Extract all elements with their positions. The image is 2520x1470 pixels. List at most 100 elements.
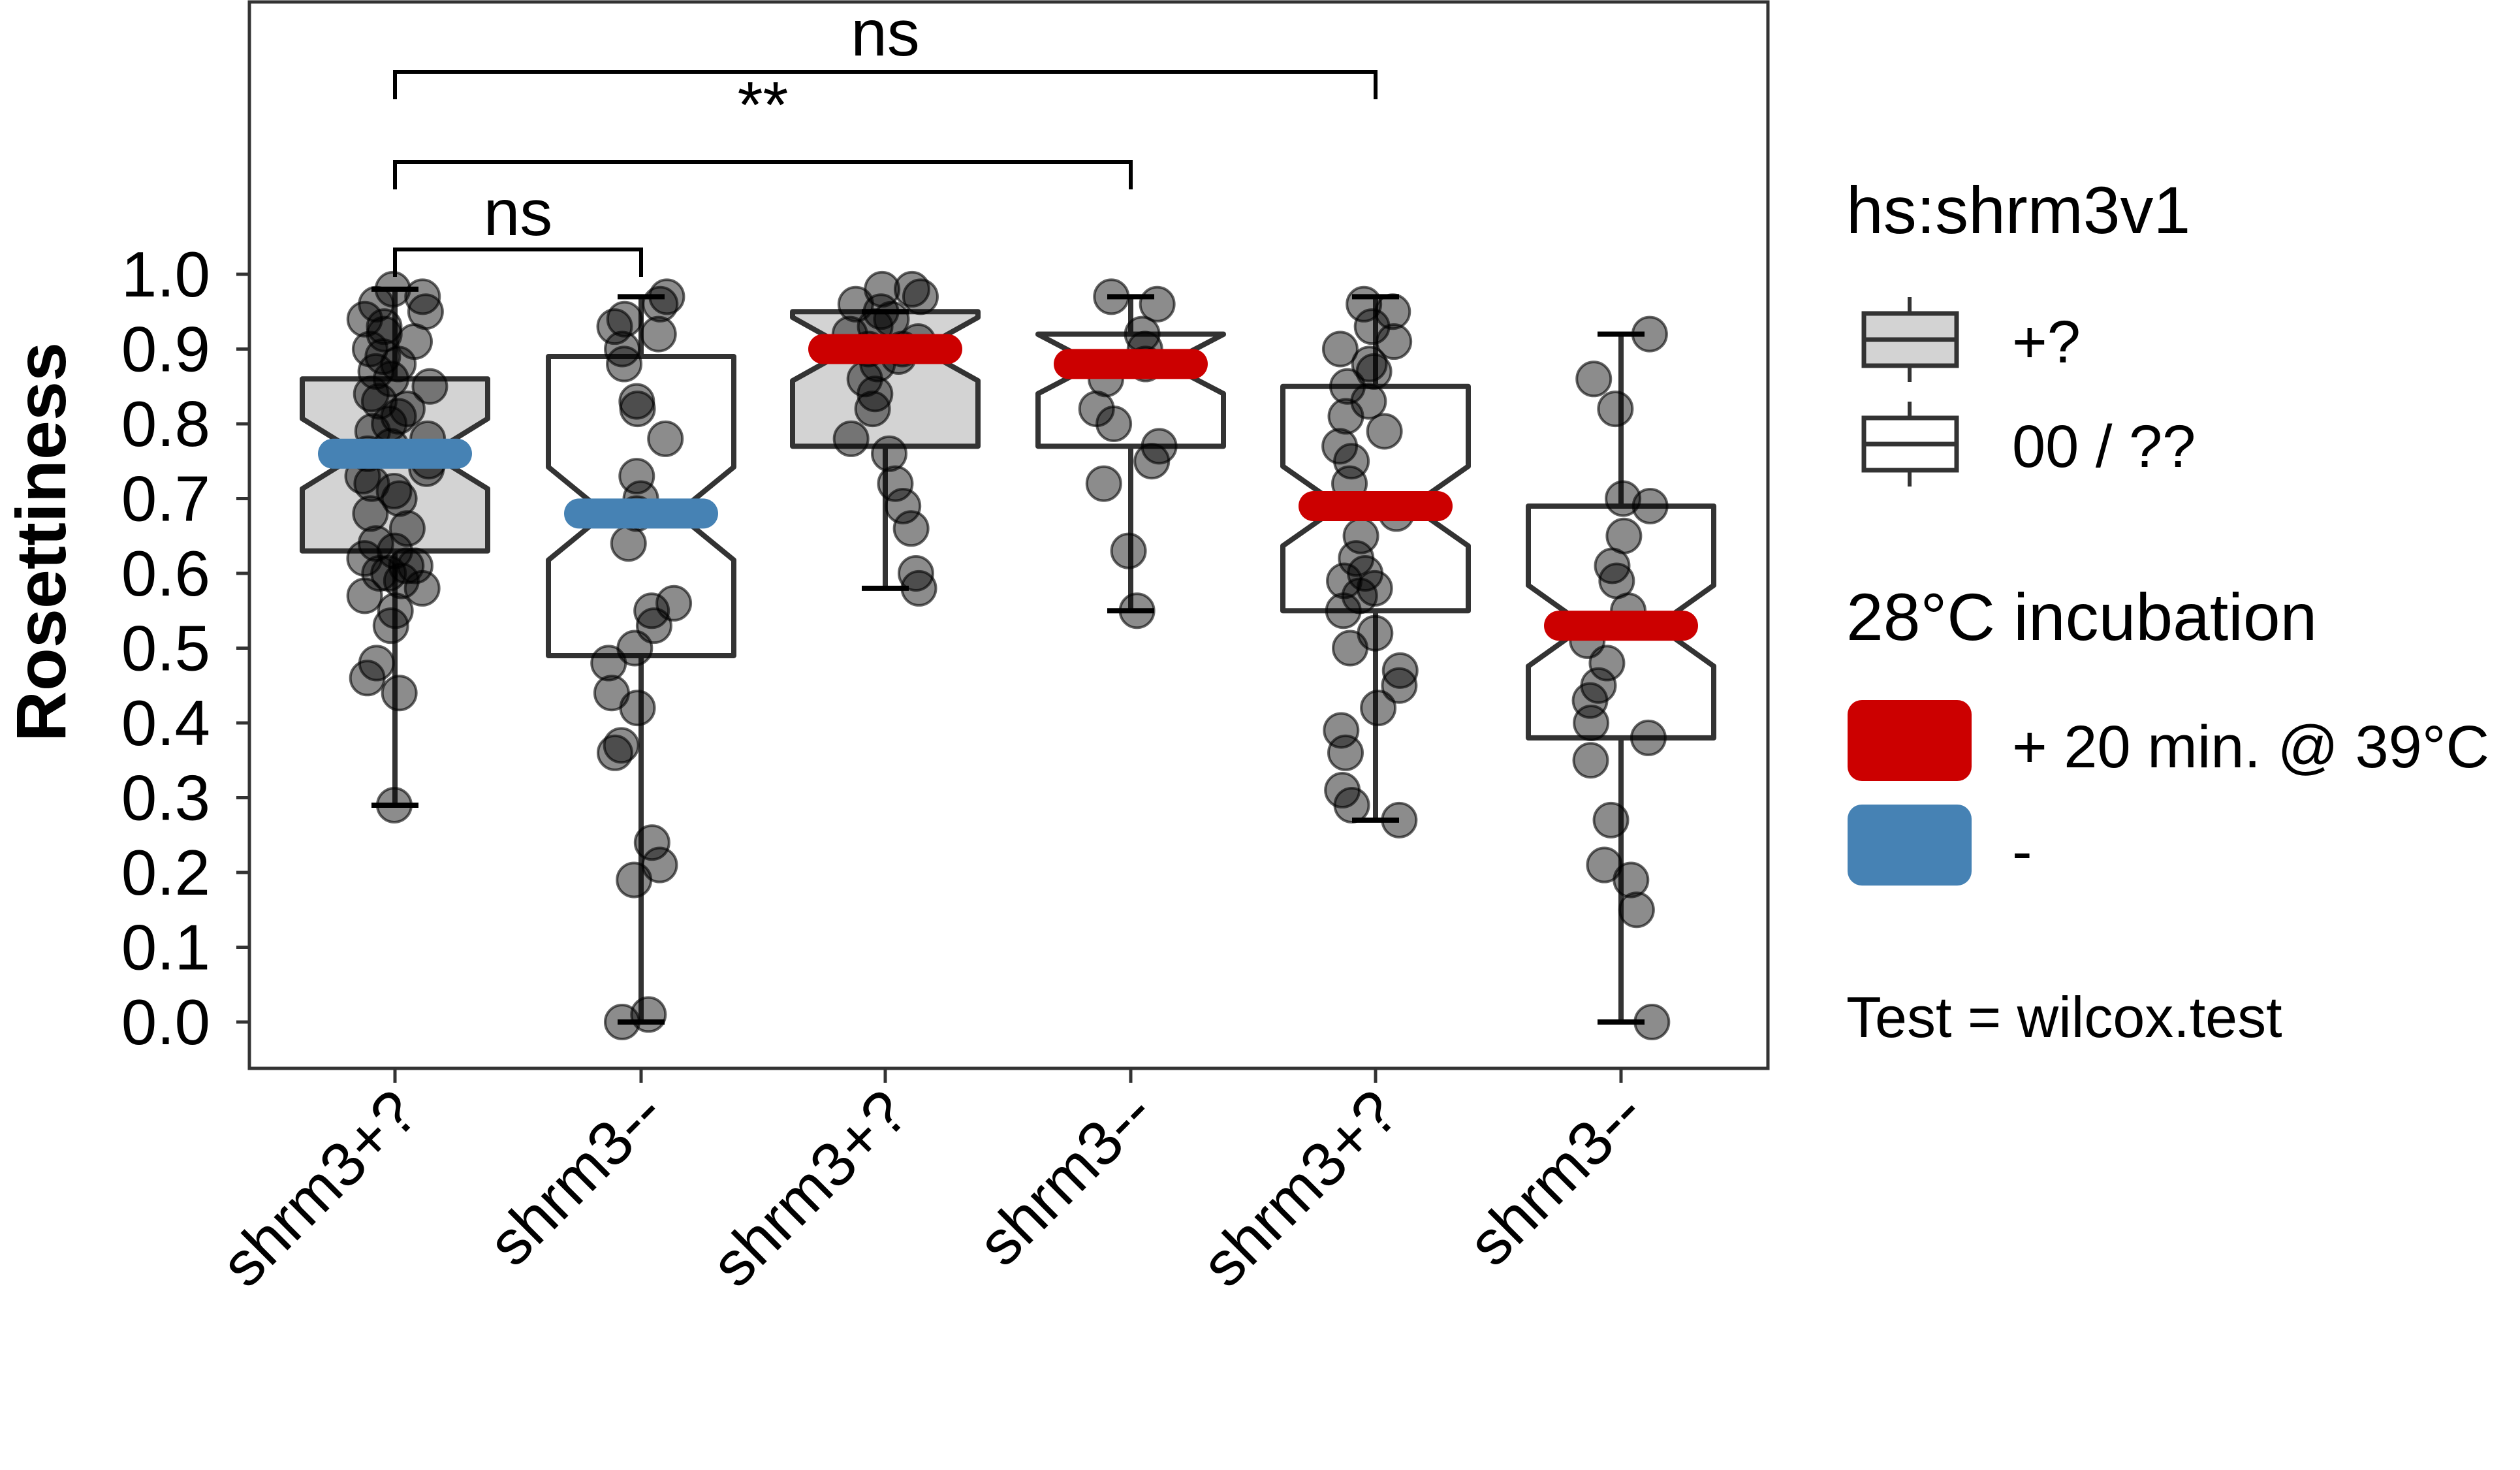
data-point [1141, 428, 1178, 465]
y-tick-label: 1.0 [121, 238, 210, 310]
data-point [864, 270, 901, 308]
data-point [647, 420, 684, 457]
data-point [351, 330, 388, 368]
data-point [604, 330, 641, 368]
data-point [1324, 772, 1361, 809]
data-point [593, 675, 630, 712]
data-point [1326, 562, 1363, 599]
data-point [606, 345, 643, 383]
comparison-bracket [393, 248, 643, 277]
data-point [1586, 846, 1623, 884]
y-tick-label: 0.4 [121, 687, 210, 759]
data-point [407, 293, 444, 330]
data-point [1085, 465, 1122, 502]
legend-hs-title: hs:shrm3v1 [1846, 173, 2190, 248]
data-point [372, 607, 409, 645]
data-point [1323, 712, 1360, 749]
x-tick-label: shrm3-- [1455, 1077, 1656, 1279]
y-tick-label: 0.5 [121, 613, 210, 684]
data-point [1572, 742, 1609, 779]
data-point [1618, 891, 1655, 929]
data-point [618, 383, 655, 420]
data-point [618, 458, 655, 495]
data-point [352, 495, 389, 532]
data-point [885, 487, 922, 524]
data-point [1139, 285, 1176, 323]
data-point [640, 315, 677, 353]
x-tick-label: shrm3-- [964, 1077, 1166, 1279]
comparison-label: ** [738, 69, 789, 142]
y-tick-label: 0.8 [121, 388, 210, 460]
y-tick-label: 0.7 [121, 463, 210, 535]
legend-hs-key-empty [1861, 402, 1959, 487]
data-point [1630, 719, 1667, 756]
data-point [1357, 615, 1394, 652]
data-point [404, 278, 441, 315]
legend-incubation-title: 28°C incubation [1846, 580, 2317, 654]
data-point [1321, 428, 1359, 465]
y-tick-label: 0.9 [121, 313, 210, 385]
data-point [633, 592, 670, 630]
data-point [376, 532, 413, 569]
data-point [358, 645, 395, 682]
y-tick-label: 0.6 [121, 537, 210, 609]
data-point [870, 435, 907, 472]
data-point [1366, 413, 1403, 450]
data-point [377, 592, 414, 630]
legend-incubation-key-blue [1848, 805, 1972, 886]
y-tick-label: 0.1 [121, 912, 210, 983]
data-point [1342, 517, 1379, 554]
data-point [655, 584, 693, 622]
y-tick-label: 0.0 [121, 986, 210, 1058]
legend-hs-key-filled [1861, 297, 1959, 382]
data-point [630, 996, 667, 1033]
y-tick-label: 0.3 [121, 762, 210, 834]
legend-hs-label-filled: +? [2012, 309, 2081, 375]
data-point [411, 368, 449, 405]
data-point [1592, 801, 1630, 839]
data-point [1631, 487, 1669, 524]
data-point [375, 473, 413, 510]
data-point [1605, 517, 1643, 554]
data-point [1110, 532, 1147, 569]
legend-incubation-key-red [1848, 700, 1972, 781]
data-point [388, 510, 426, 547]
data-point [1360, 690, 1397, 727]
y-axis-label: Rosettiness [1, 342, 80, 742]
comparison-bracket [393, 70, 1378, 99]
x-tick-label: shrm3+? [698, 1077, 921, 1300]
data-point [633, 824, 670, 861]
data-point [1346, 285, 1383, 323]
data-point [1124, 315, 1161, 353]
data-point [1605, 480, 1642, 517]
data-point [1575, 360, 1613, 398]
data-point [1321, 330, 1359, 368]
data-point [396, 547, 433, 584]
data-point [381, 675, 418, 712]
data-point [1381, 667, 1418, 704]
data-point [832, 420, 870, 457]
data-point [854, 391, 891, 428]
data-point [610, 525, 647, 562]
plot-panel [247, 0, 1770, 1070]
x-tick-label: shrm3+? [208, 1077, 431, 1300]
data-point [641, 846, 678, 884]
data-point [1580, 667, 1617, 704]
data-point [892, 510, 930, 547]
legend-test-label: Test = wilcox.test [1846, 985, 2282, 1049]
data-point [1338, 540, 1375, 577]
data-point [877, 465, 914, 502]
comparison-bracket [393, 160, 1133, 189]
data-point [603, 727, 640, 764]
data-point [1353, 308, 1391, 345]
legend-incubation-label-blue: - [2012, 818, 2032, 885]
data-point [897, 555, 934, 592]
legend-incubation-label-red: + 20 min. @ 39°C [2012, 714, 2489, 780]
x-tick-label: shrm3-- [475, 1077, 676, 1279]
data-point [606, 300, 643, 338]
data-point [1598, 562, 1635, 599]
x-tick-label: shrm3+? [1188, 1077, 1411, 1300]
data-point [1350, 383, 1387, 420]
data-point [366, 308, 403, 345]
